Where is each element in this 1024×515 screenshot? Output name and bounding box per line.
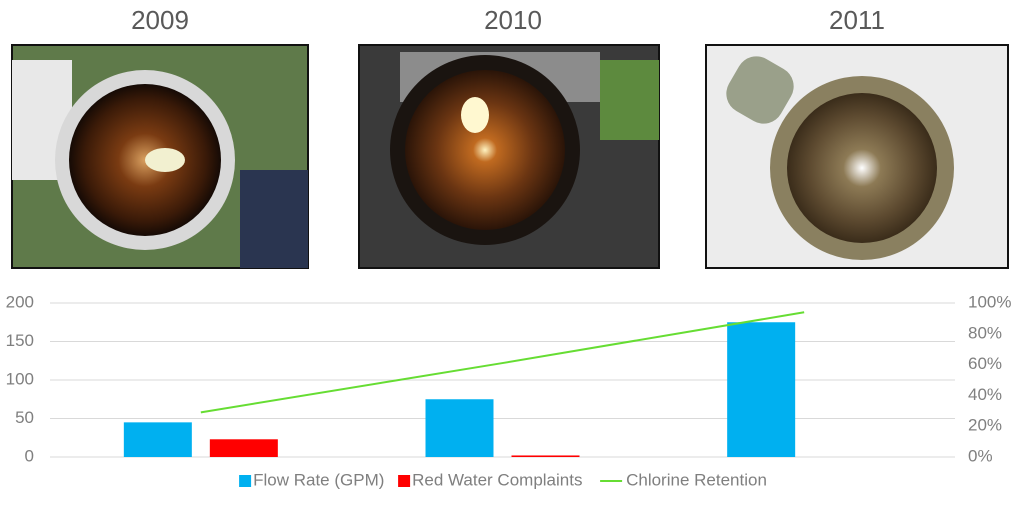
year-label: 2009 [131,5,189,35]
line-series [200,311,805,414]
y2-tick-label: 0% [968,446,993,465]
y-tick-label: 200 [6,292,34,311]
y-tick-label: 50 [15,408,34,427]
bar [727,322,796,457]
y2-tick-label: 80% [968,323,1002,342]
y-tick-label: 150 [6,331,34,350]
bar [209,439,278,457]
y2-tick-label: 40% [968,385,1002,404]
legend-swatch [398,475,411,487]
bar [425,399,494,457]
y2-tick-label: 60% [968,354,1002,373]
year-label: 2011 [829,5,885,35]
legend-label: Chlorine Retention [626,470,767,489]
photo-2009 [11,44,309,269]
year-label: 2010 [484,5,542,35]
y2-tick-label: 20% [968,416,1002,435]
photo-2010 [358,44,660,269]
bar [123,422,192,457]
bar [511,455,580,457]
y-tick-label: 0 [25,446,34,465]
legend-swatch [239,475,252,487]
y2-tick-label: 100% [968,292,1011,311]
y-tick-label: 100 [6,369,34,388]
legend-label: Flow Rate (GPM) [253,470,384,489]
photo-2011 [705,44,1009,269]
legend-label: Red Water Complaints [412,470,582,489]
